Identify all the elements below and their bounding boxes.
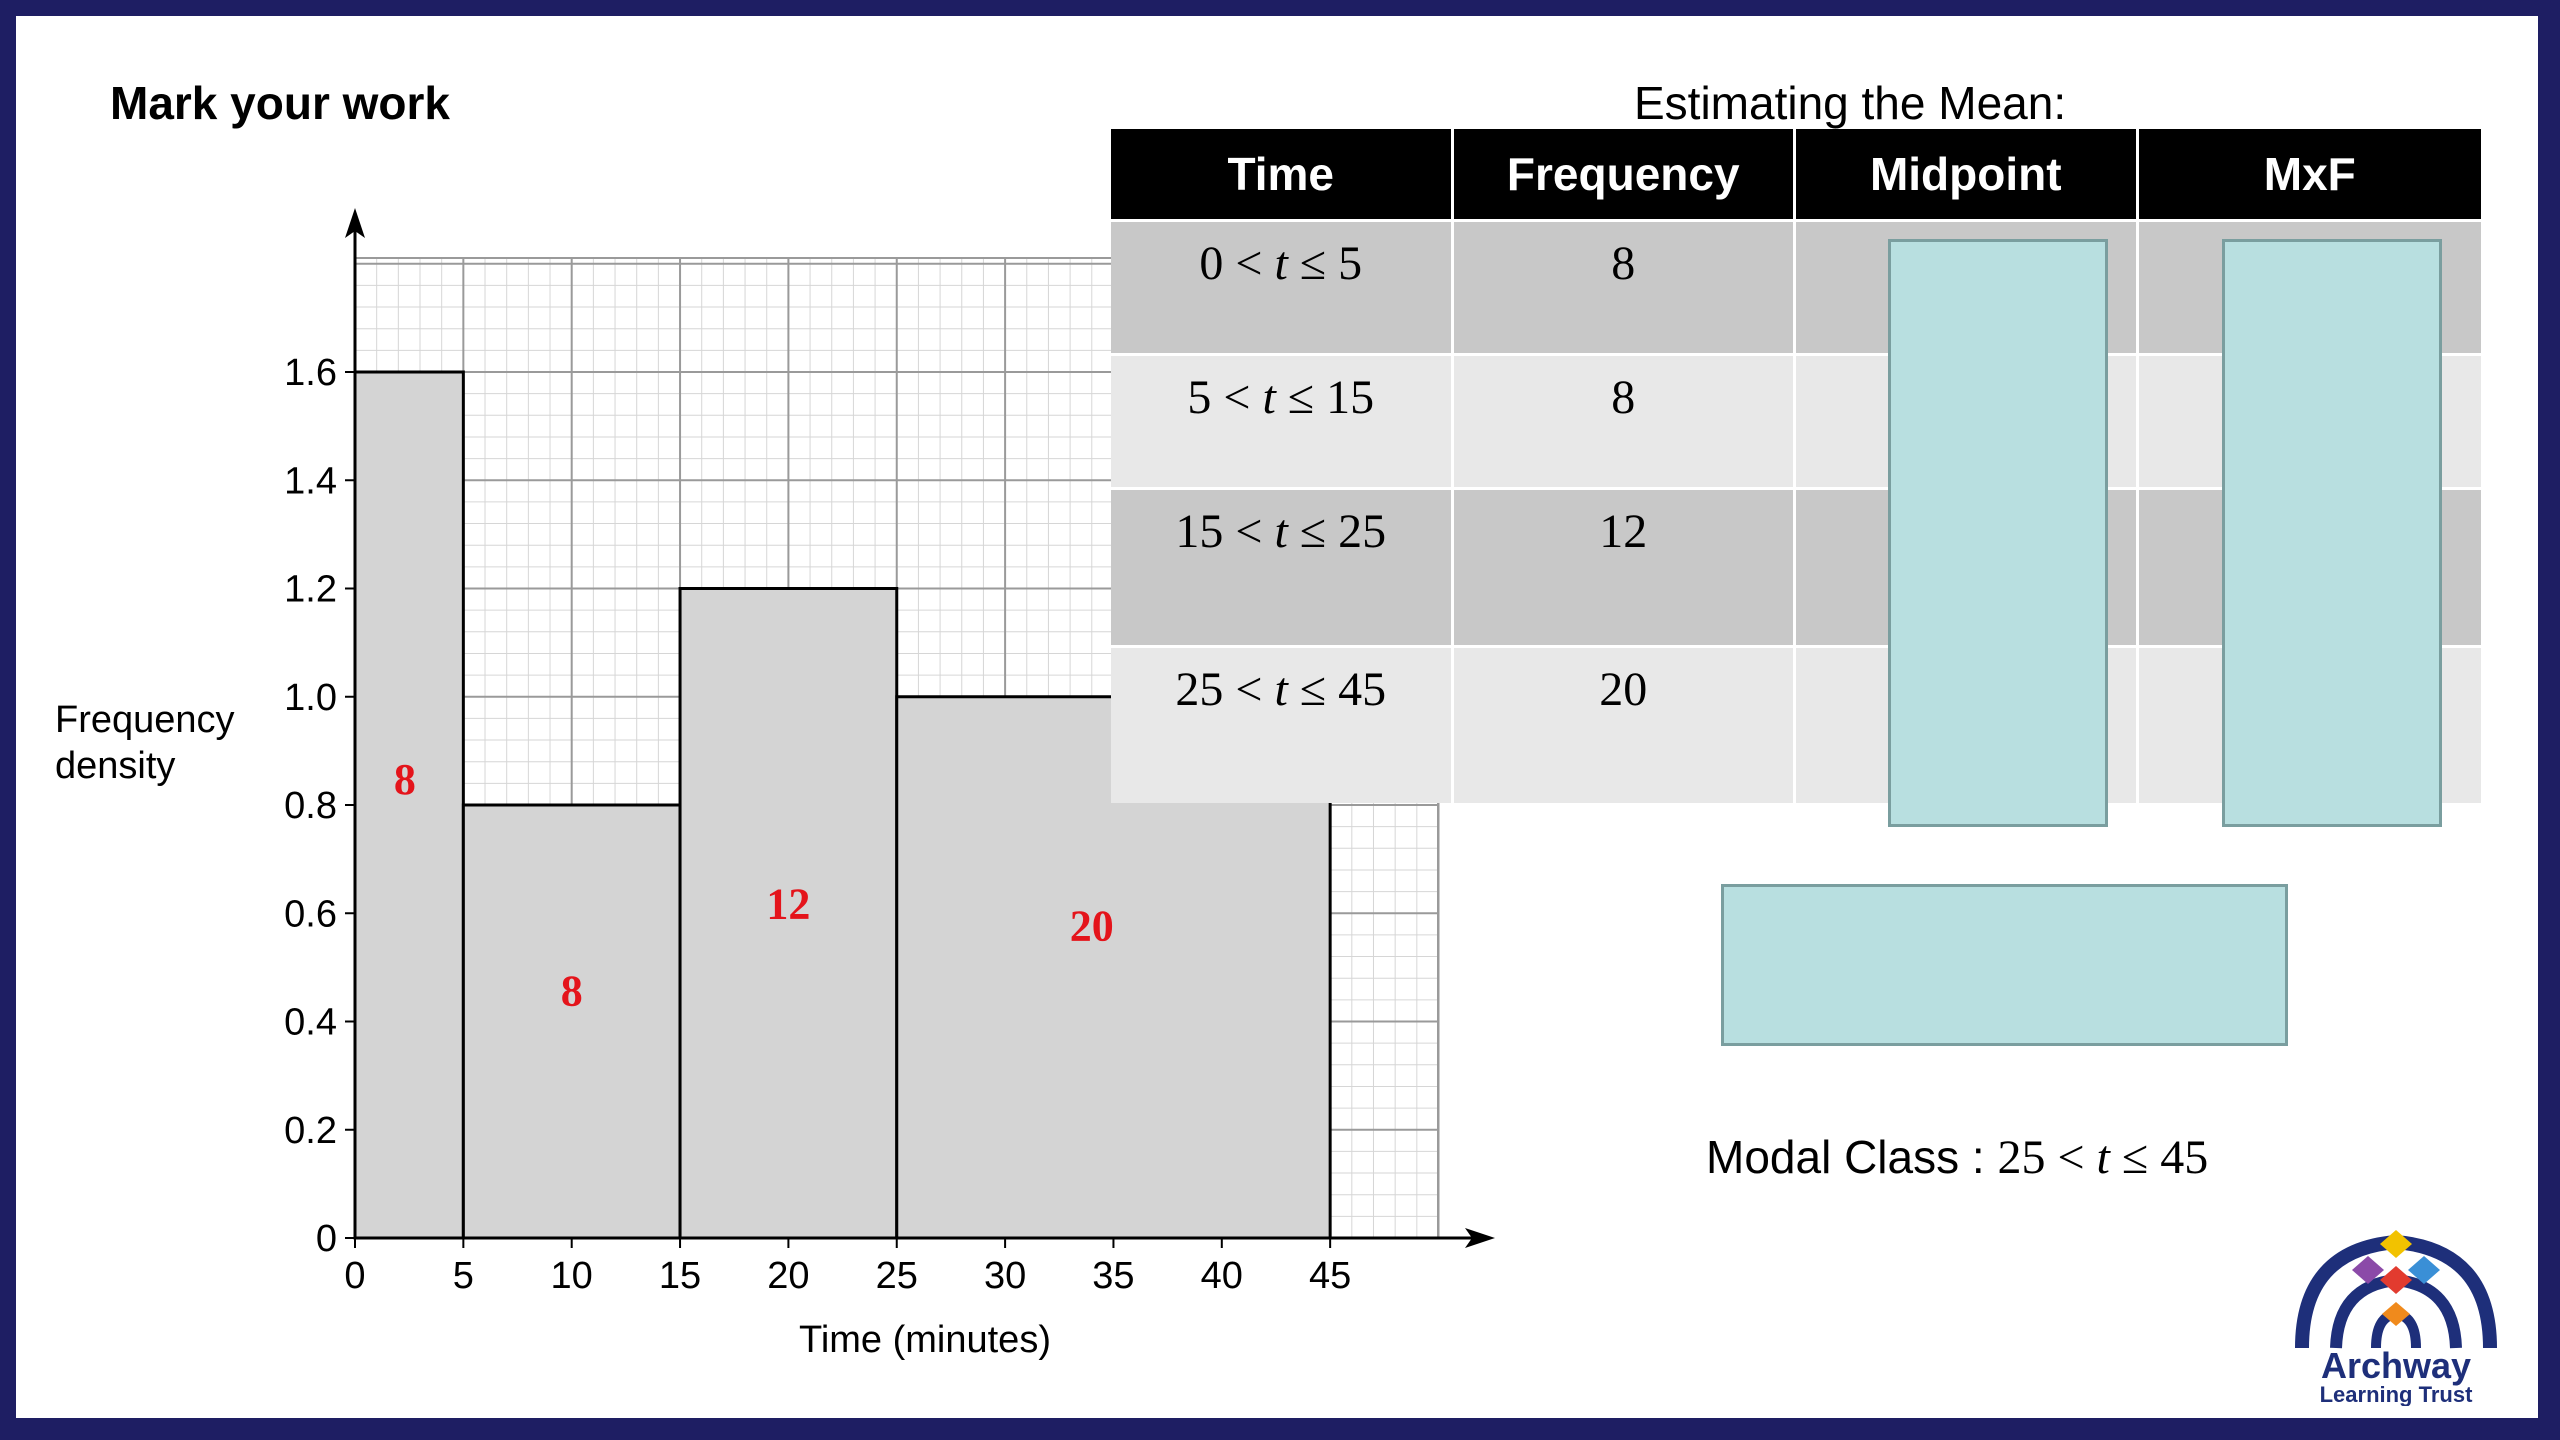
interval-lower: 0 xyxy=(1199,237,1224,290)
cell-time: 5 < t ≤ 15 xyxy=(1111,356,1454,487)
x-tick-label: 20 xyxy=(767,1255,809,1297)
histogram-bar xyxy=(461,803,682,1240)
variable-t: t xyxy=(1274,237,1288,290)
interval-lower: 5 xyxy=(1187,371,1212,424)
mean-answer-box[interactable] xyxy=(1721,884,2288,1046)
x-tick-label: 45 xyxy=(1309,1255,1351,1297)
x-tick-label: 40 xyxy=(1201,1255,1243,1297)
y-tick-label: 1.2 xyxy=(284,569,337,611)
histogram-bar xyxy=(678,587,899,1240)
modal-lt-symbol: < xyxy=(2057,1131,2085,1184)
le-symbol: ≤ xyxy=(1299,663,1327,716)
lt-symbol: < xyxy=(1235,237,1263,290)
logo-name: Archway xyxy=(2321,1345,2471,1386)
y-axis-label-line2: density xyxy=(55,745,175,787)
tick-labels: 0 5 10 15 20 25 30 35 40 45 0 0.2 0.4 0.6 0.8 1.0 1.2 1.4… xyxy=(284,352,1351,1297)
interval-upper: 45 xyxy=(1338,663,1387,716)
header-midpoint: Midpoint xyxy=(1796,129,2139,219)
cell-frequency: 8 xyxy=(1454,356,1796,487)
cell-time: 0 < t ≤ 5 xyxy=(1111,222,1454,353)
variable-t: t xyxy=(1274,505,1288,558)
cell-frequency: 8 xyxy=(1454,222,1796,353)
y-axis-arrow xyxy=(345,208,365,238)
x-tick-label: 10 xyxy=(551,1255,593,1297)
histogram-bar xyxy=(353,370,465,1240)
variable-t: t xyxy=(1262,371,1276,424)
lt-symbol: < xyxy=(1235,663,1263,716)
x-tick-label: 15 xyxy=(659,1255,701,1297)
modal-class-label: Modal Class : xyxy=(1706,1131,1998,1183)
modal-class: Modal Class : 25 < t ≤ 45 xyxy=(1706,1130,2208,1185)
page-title: Mark your work xyxy=(110,77,450,129)
archway-logo: Archway Learning Trust xyxy=(2295,1230,2497,1406)
lt-symbol: < xyxy=(1223,371,1251,424)
x-axis-label: Time (minutes) xyxy=(799,1319,1051,1361)
bar-labels: 8 8 12 20 xyxy=(394,755,1114,1015)
interval-lower: 15 xyxy=(1175,505,1224,558)
y-tick-label: 1.0 xyxy=(284,677,337,719)
y-axis-label-line1: Frequency xyxy=(55,699,235,741)
x-tick-label: 25 xyxy=(876,1255,918,1297)
section-title: Estimating the Mean: xyxy=(1634,77,2067,129)
cell-midpoint[interactable] xyxy=(1796,648,2139,803)
logo-subtitle: Learning Trust xyxy=(2320,1382,2473,1406)
modal-var: t xyxy=(2096,1131,2110,1184)
y-tick-label: 0.4 xyxy=(284,1002,337,1044)
table-header: Time Frequency Midpoint MxF xyxy=(1111,129,2481,219)
y-tick-label: 1.4 xyxy=(284,460,337,502)
header-time: Time xyxy=(1111,129,1454,219)
bar-frequency-label: 8 xyxy=(394,755,416,804)
variable-t: t xyxy=(1274,663,1288,716)
midpoint-answer-box[interactable] xyxy=(1888,239,2108,827)
y-tick-label: 1.6 xyxy=(284,352,337,394)
bar-frequency-label: 12 xyxy=(766,880,810,929)
x-tick-label: 30 xyxy=(984,1255,1026,1297)
y-tick-label: 0.8 xyxy=(284,785,337,827)
x-tick-label: 35 xyxy=(1092,1255,1134,1297)
cell-time: 25 < t ≤ 45 xyxy=(1111,648,1454,803)
cell-time: 15 < t ≤ 25 xyxy=(1111,490,1454,645)
interval-upper: 5 xyxy=(1338,237,1363,290)
y-tick-label: 0.2 xyxy=(284,1110,337,1152)
x-axis-arrow xyxy=(1465,1228,1495,1248)
cell-midpoint[interactable] xyxy=(1796,490,2139,645)
x-tick-label: 0 xyxy=(344,1255,365,1297)
le-symbol: ≤ xyxy=(1299,505,1327,558)
modal-hi: 45 xyxy=(2160,1131,2209,1184)
mxf-answer-box[interactable] xyxy=(2222,239,2442,827)
cell-frequency: 20 xyxy=(1454,648,1796,803)
cell-frequency: 12 xyxy=(1454,490,1796,645)
le-symbol: ≤ xyxy=(1287,371,1315,424)
modal-lo: 25 xyxy=(1997,1131,2046,1184)
interval-upper: 15 xyxy=(1326,371,1375,424)
header-mxf: MxF xyxy=(2263,148,2356,200)
lt-symbol: < xyxy=(1235,505,1263,558)
y-tick-label: 0 xyxy=(316,1218,337,1260)
le-symbol: ≤ xyxy=(1299,237,1327,290)
header-frequency: Frequency xyxy=(1454,129,1796,219)
modal-le-symbol: ≤ xyxy=(2121,1131,2149,1184)
y-tick-label: 0.6 xyxy=(284,893,337,935)
bar-frequency-label: 20 xyxy=(1070,901,1114,950)
x-tick-label: 5 xyxy=(453,1255,474,1297)
cell-midpoint[interactable] xyxy=(1796,356,2139,487)
interval-lower: 25 xyxy=(1175,663,1224,716)
interval-upper: 25 xyxy=(1338,505,1387,558)
cell-midpoint[interactable] xyxy=(1796,222,2139,353)
bar-frequency-label: 8 xyxy=(561,966,583,1015)
chart-axes xyxy=(345,208,1495,1248)
